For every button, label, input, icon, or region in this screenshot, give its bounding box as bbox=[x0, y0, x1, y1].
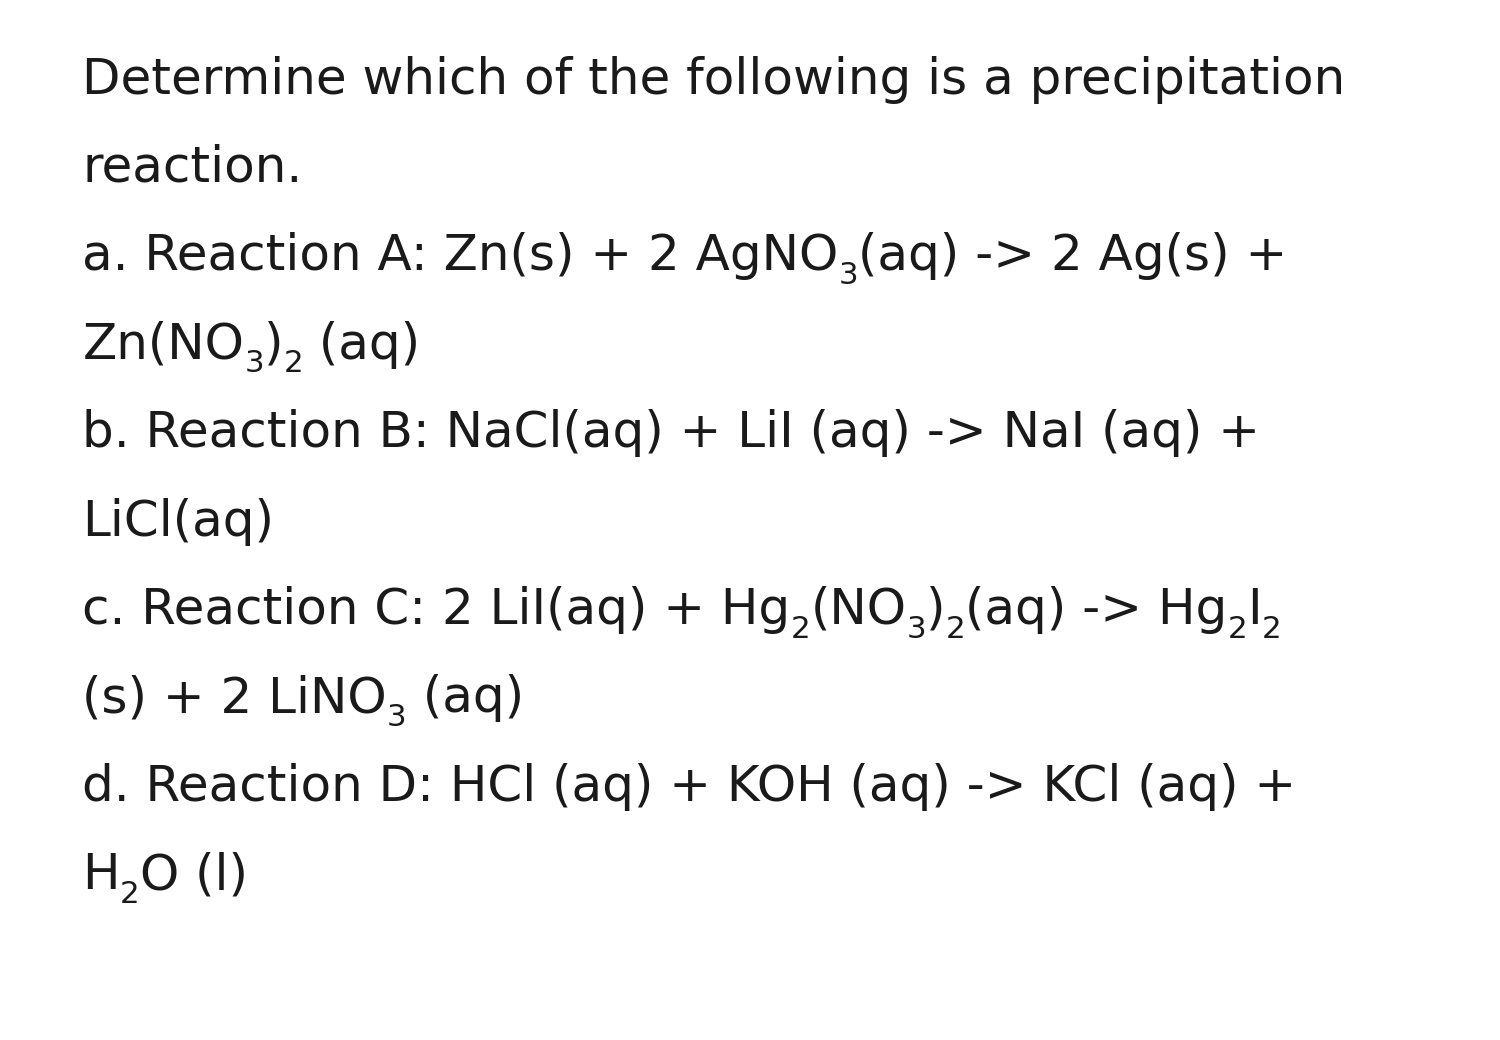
Text: (NO: (NO bbox=[810, 586, 906, 634]
Text: Determine which of the following is a precipitation: Determine which of the following is a pr… bbox=[82, 55, 1346, 104]
Text: 3: 3 bbox=[244, 349, 264, 379]
Text: (aq) -> 2 Ag(s) +: (aq) -> 2 Ag(s) + bbox=[858, 232, 1287, 281]
Text: I: I bbox=[1248, 586, 1262, 634]
Text: 2: 2 bbox=[1227, 615, 1248, 644]
Text: c. Reaction C: 2 LiI(aq) + Hg: c. Reaction C: 2 LiI(aq) + Hg bbox=[82, 586, 790, 634]
Text: 3: 3 bbox=[906, 615, 926, 644]
Text: 2: 2 bbox=[284, 349, 303, 379]
Text: (s) + 2 LiNO: (s) + 2 LiNO bbox=[82, 674, 387, 723]
Text: 2: 2 bbox=[945, 615, 966, 644]
Text: Zn(NO: Zn(NO bbox=[82, 320, 245, 369]
Text: O (l): O (l) bbox=[140, 851, 248, 900]
Text: 3: 3 bbox=[839, 261, 858, 290]
Text: 2: 2 bbox=[120, 880, 140, 909]
Text: (aq): (aq) bbox=[406, 674, 524, 723]
Text: LiCl(aq): LiCl(aq) bbox=[82, 497, 274, 546]
Text: ): ) bbox=[926, 586, 945, 634]
Text: reaction.: reaction. bbox=[82, 144, 303, 192]
Text: a. Reaction A: Zn(s) + 2 AgNO: a. Reaction A: Zn(s) + 2 AgNO bbox=[82, 232, 838, 281]
Text: b. Reaction B: NaCl(aq) + LiI (aq) -> NaI (aq) +: b. Reaction B: NaCl(aq) + LiI (aq) -> Na… bbox=[82, 409, 1260, 458]
Text: H: H bbox=[82, 851, 120, 900]
Text: 2: 2 bbox=[1262, 615, 1281, 644]
Text: 3: 3 bbox=[387, 703, 406, 732]
Text: 2: 2 bbox=[790, 615, 810, 644]
Text: (aq) -> Hg: (aq) -> Hg bbox=[966, 586, 1227, 634]
Text: ): ) bbox=[264, 320, 284, 369]
Text: (aq): (aq) bbox=[303, 320, 420, 369]
Text: d. Reaction D: HCl (aq) + KOH (aq) -> KCl (aq) +: d. Reaction D: HCl (aq) + KOH (aq) -> KC… bbox=[82, 762, 1296, 811]
